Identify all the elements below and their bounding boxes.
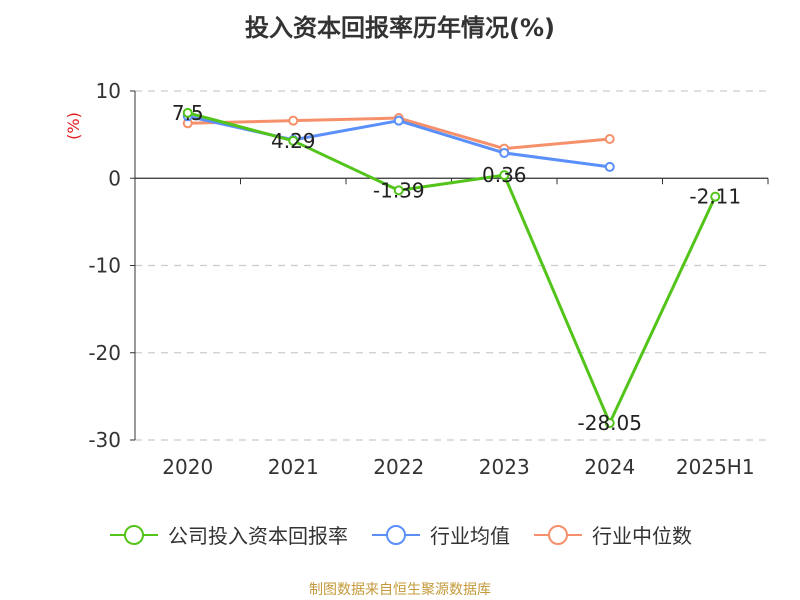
data-label: -1.39 <box>373 178 425 202</box>
data-point-1 <box>499 147 510 158</box>
data-point-0 <box>182 107 193 118</box>
legend-item-company[interactable]: 公司投入资本回报率 <box>108 520 348 549</box>
data-label: -28.05 <box>578 411 642 435</box>
chart-title: 投入资本回报率历年情况(%) <box>245 14 555 42</box>
data-point-2 <box>604 133 615 144</box>
y-tick-label: -30 <box>88 428 121 452</box>
data-point-2 <box>288 115 299 126</box>
legend-line-circle-icon <box>534 524 582 545</box>
y-tick-label: 0 <box>108 166 121 190</box>
x-tick-label: 2021 <box>268 455 319 479</box>
data-point-0 <box>604 417 615 428</box>
data-label: 0.36 <box>482 163 527 187</box>
legend-line-circle-icon <box>372 524 420 545</box>
x-tick-label: 2025H1 <box>676 455 755 479</box>
legend-item-industry-median[interactable]: 行业中位数 <box>532 520 692 549</box>
data-point-0 <box>499 170 510 181</box>
data-point-1 <box>393 115 404 126</box>
data-point-0 <box>288 135 299 146</box>
source-note: 制图数据来自恒生聚源数据库 <box>309 582 491 598</box>
y-axis-label: (%) <box>64 112 83 140</box>
series-line-0 <box>187 111 717 425</box>
y-tick-label: 10 <box>96 79 121 103</box>
legend-label-company: 公司投入资本回报率 <box>168 524 348 548</box>
legend-line-circle-icon <box>110 524 158 545</box>
data-label: -2.11 <box>689 185 741 209</box>
data-label: 4.29 <box>271 129 316 153</box>
y-tick-label: -10 <box>88 254 121 278</box>
data-label: 7.5 <box>172 101 204 125</box>
x-tick-label: 2023 <box>479 455 530 479</box>
x-tick-label: 2024 <box>584 455 635 479</box>
legend-item-industry-avg[interactable]: 行业均值 <box>370 520 510 549</box>
data-point-0 <box>393 185 404 196</box>
legend-label-industry-avg: 行业均值 <box>430 524 510 548</box>
data-point-1 <box>604 161 615 172</box>
legend-label-industry-median: 行业中位数 <box>592 524 692 548</box>
y-tick-label: -20 <box>88 341 121 365</box>
chart-legend[interactable]: 公司投入资本回报率 行业均值 行业中位数 <box>0 520 800 549</box>
x-tick-label: 2020 <box>162 455 213 479</box>
x-tick-label: 2022 <box>373 455 424 479</box>
data-point-0 <box>710 191 721 202</box>
